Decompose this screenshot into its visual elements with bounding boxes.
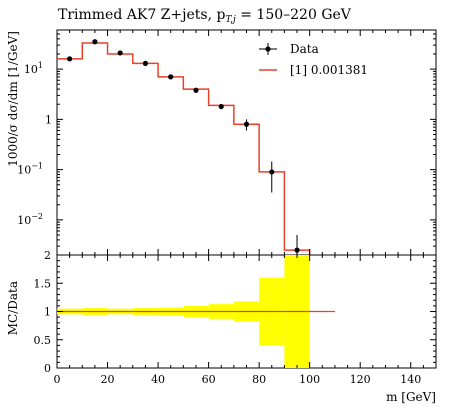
data-point bbox=[294, 247, 300, 253]
ratio-y-tick-label: 0.5 bbox=[34, 334, 52, 347]
legend-data-marker bbox=[265, 46, 271, 52]
ratio-y-tick-label: 1 bbox=[44, 306, 51, 319]
x-tick-label: 0 bbox=[54, 373, 61, 386]
data-point bbox=[168, 74, 174, 80]
top-panel-frame bbox=[56, 29, 437, 256]
data-point bbox=[243, 121, 250, 127]
x-tick-label: 140 bbox=[400, 373, 421, 386]
mc-histogram bbox=[57, 42, 311, 255]
data-point bbox=[193, 87, 199, 93]
ratio-y-tick-label: 0 bbox=[44, 362, 51, 375]
axes: 10−2 10−1 1 101 0 20 40 60 80 100 120 140 0 0.5 1 1.5 2 bbox=[17, 29, 437, 386]
data-points bbox=[67, 39, 300, 255]
x-tick-label: 100 bbox=[299, 373, 320, 386]
title-main: Trimmed AK7 Z+jets, p bbox=[58, 7, 225, 23]
legend-data-label: Data bbox=[290, 42, 319, 56]
title-subscript: T,j bbox=[225, 15, 236, 25]
data-point bbox=[67, 56, 73, 62]
x-tick-label: 120 bbox=[350, 373, 371, 386]
x-tick-label: 80 bbox=[252, 373, 266, 386]
mc-step-line bbox=[57, 42, 311, 255]
top-y-tick-label: 1 bbox=[45, 113, 52, 126]
top-y-tick-label: 101 bbox=[24, 61, 43, 76]
top-y-tick-label: 10−2 bbox=[17, 212, 43, 227]
data-point bbox=[142, 60, 149, 66]
title-tail: = 150–220 GeV bbox=[236, 7, 352, 23]
x-axis-title: m [GeV] bbox=[386, 390, 436, 404]
top-y-axis-title: 1000/σ dσ/dm [1/GeV] bbox=[6, 31, 20, 167]
legend-mc-label: [1] 0.001381 bbox=[290, 63, 368, 77]
x-tick-label: 20 bbox=[101, 373, 115, 386]
data-point bbox=[218, 103, 224, 110]
x-tick-label: 60 bbox=[202, 373, 216, 386]
data-point bbox=[117, 50, 123, 56]
chart-title: Trimmed AK7 Z+jets, pT,j = 150–220 GeV bbox=[58, 7, 352, 25]
data-point bbox=[269, 169, 275, 175]
legend: Data [1] 0.001381 bbox=[259, 42, 368, 77]
top-y-tick-label: 10−1 bbox=[17, 162, 43, 177]
ratio-y-tick-label: 2 bbox=[44, 249, 51, 262]
x-tick-label: 40 bbox=[151, 373, 165, 386]
ratio-y-axis-title: MC/Data bbox=[6, 281, 20, 335]
data-point bbox=[92, 39, 98, 45]
ratio-y-tick-label: 1.5 bbox=[34, 277, 52, 290]
